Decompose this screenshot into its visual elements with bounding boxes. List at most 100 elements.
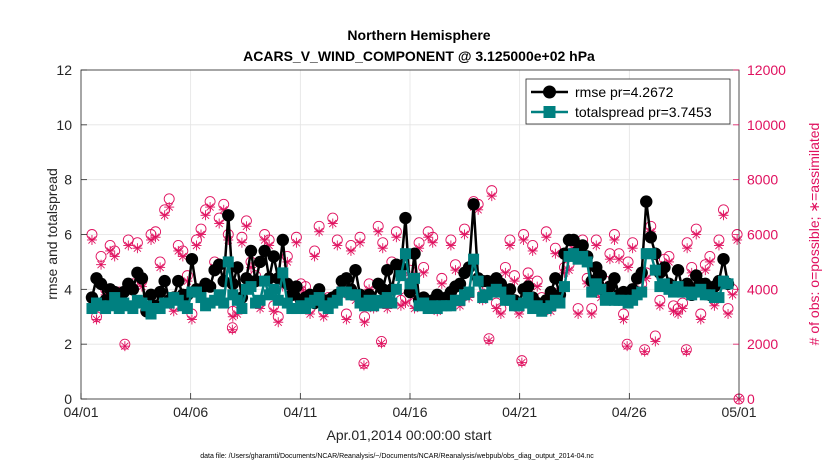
assimilated-stroke	[192, 241, 201, 250]
assimilated-stroke	[260, 236, 269, 244]
assimilated-stroke	[524, 274, 532, 283]
legend-rmse-label: rmse pr=4.2672	[575, 84, 674, 100]
spread-point	[254, 294, 266, 306]
assimilated-point	[191, 240, 202, 251]
assimilated-point	[155, 262, 166, 273]
assimilated-point	[718, 210, 729, 221]
assimilated-stroke	[674, 310, 682, 318]
assimilated-stroke	[347, 247, 355, 255]
assimilated-stroke	[310, 252, 319, 261]
spread-point	[268, 283, 280, 295]
assimilated-point	[109, 251, 120, 262]
assimilated-point	[186, 314, 197, 325]
y-tick-label-left: 10	[56, 117, 72, 133]
assimilated-point	[550, 248, 561, 259]
x-axis-label: Apr.01,2014 00:00:00 start	[326, 427, 491, 443]
spread-point	[386, 297, 398, 309]
x-tick-label: 05/01	[721, 404, 756, 420]
assimilated-point	[613, 254, 624, 265]
assimilated-point	[723, 309, 734, 320]
assimilated-stroke	[592, 241, 601, 250]
rmse-point	[267, 250, 280, 263]
legend-rmse-marker	[543, 85, 556, 99]
assimilated-point	[123, 240, 134, 251]
spread-point	[104, 300, 116, 312]
rmse-point	[158, 274, 171, 288]
assimilated-stroke	[518, 358, 526, 367]
assimilated-point	[86, 234, 97, 245]
legend-box	[525, 78, 731, 125]
rmse-point	[576, 239, 589, 252]
assimilated-stroke	[328, 219, 337, 228]
assimilated-stroke	[160, 211, 169, 220]
y-tick-label-left: 6	[64, 227, 72, 243]
assimilated-point	[445, 240, 456, 251]
assimilated-stroke	[360, 361, 368, 370]
assimilated-stroke	[515, 310, 523, 318]
assimilated-point	[650, 336, 661, 347]
assimilated-stroke	[333, 241, 342, 250]
spread-point	[722, 278, 734, 290]
x-tick-label: 04/21	[502, 404, 537, 420]
rmse-point	[244, 244, 258, 258]
assimilated-point	[314, 226, 325, 237]
assimilated-stroke	[692, 230, 701, 239]
spread-point	[472, 275, 484, 287]
assimilated-point	[332, 240, 343, 251]
assimilated-point	[591, 240, 602, 251]
assimilated-stroke	[97, 260, 105, 269]
assimilated-point	[436, 278, 447, 289]
spread-point	[236, 303, 248, 315]
assimilated-point	[291, 237, 302, 248]
assimilated-point	[427, 237, 438, 248]
assimilated-point	[164, 202, 175, 213]
x-tick-label: 04/01	[63, 404, 98, 420]
assimilated-point	[486, 191, 497, 202]
spread-point	[463, 286, 475, 298]
assimilated-stroke	[724, 310, 732, 318]
rmse-point	[276, 233, 289, 247]
assimilated-stroke	[501, 269, 510, 277]
rmse-point	[212, 258, 226, 271]
assimilated-stroke	[497, 310, 505, 318]
legend: rmse pr=4.2672 totalspread pr=3.7453	[525, 78, 731, 125]
y-tick-label-right: 4000	[747, 281, 778, 297]
assimilated-point	[341, 314, 352, 325]
spread-point	[109, 292, 121, 304]
spread-point	[586, 286, 598, 298]
spread-point	[649, 264, 661, 276]
assimilated-stroke	[215, 219, 224, 228]
assimilated-stroke	[238, 238, 246, 247]
rmse-point	[222, 209, 235, 222]
spread-point	[213, 289, 225, 301]
spread-point	[645, 248, 657, 260]
spread-point	[399, 248, 411, 260]
assimilated-point	[227, 324, 238, 335]
assimilated-point	[709, 300, 720, 311]
assimilated-stroke	[606, 255, 614, 264]
rmse-point	[521, 280, 535, 293]
y-axis-label-left: rmse and totalspread	[44, 168, 60, 300]
rmse-point	[185, 252, 199, 266]
assimilated-stroke	[682, 347, 691, 356]
assimilated-stroke	[715, 241, 723, 250]
assimilated-stroke	[719, 211, 728, 220]
assimilated-point	[205, 202, 216, 213]
assimilated-stroke	[683, 244, 691, 253]
assimilated-point	[483, 335, 494, 346]
assimilated-stroke	[510, 277, 519, 285]
assimilated-point	[236, 237, 247, 248]
assimilated-point	[359, 317, 370, 328]
assimilated-stroke	[615, 255, 623, 264]
x-tick-label: 04/26	[612, 404, 647, 420]
assimilated-point	[259, 234, 270, 245]
spread-point	[272, 294, 284, 306]
y-tick-label-left: 0	[64, 391, 72, 407]
assimilated-stroke	[188, 315, 196, 324]
rmse-point	[340, 272, 353, 285]
spread-point	[181, 303, 193, 315]
assimilated-point	[609, 234, 620, 245]
assimilated-stroke	[506, 241, 514, 250]
rmse-point	[671, 263, 685, 277]
rmse-point	[503, 283, 517, 296]
